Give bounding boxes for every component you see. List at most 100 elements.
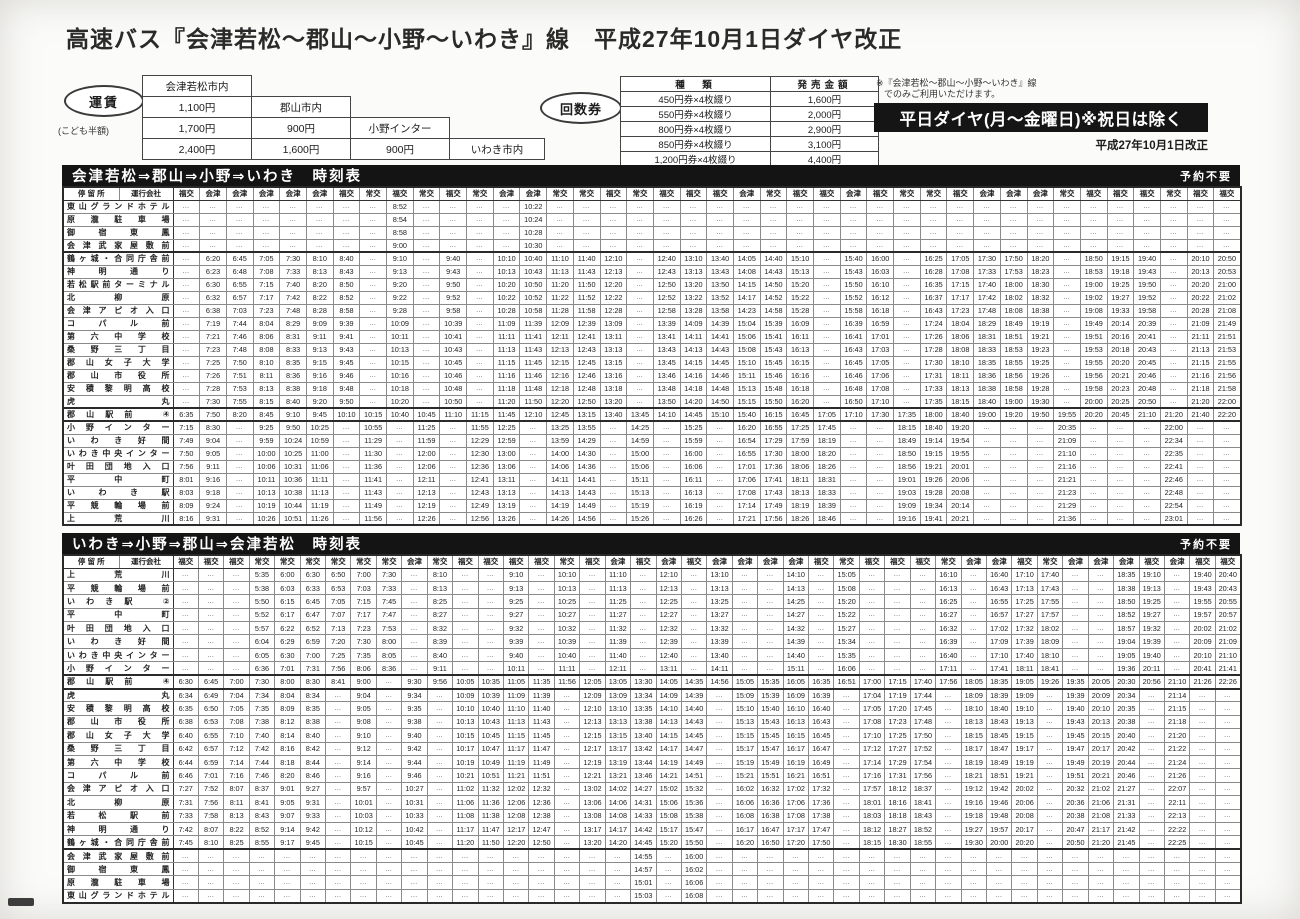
time-cell: 17:30 <box>973 251 1001 266</box>
time-cell: 9:33 <box>299 808 327 823</box>
time-cell: … <box>225 459 254 474</box>
time-cell: 12:06 <box>502 795 530 810</box>
operator-header: 会津 <box>225 186 254 201</box>
fare-price-cell: 1,100円 <box>142 96 252 118</box>
time-cell: … <box>1079 498 1108 513</box>
time-cell: 10:06 <box>252 459 281 474</box>
station-name: 虎丸 <box>62 688 174 703</box>
time-cell: 14:10 <box>652 407 681 422</box>
time-cell: 14:39 <box>680 688 708 703</box>
time-cell: 13:38 <box>630 714 657 730</box>
time-cell: 12:02 <box>502 781 530 797</box>
time-cell: … <box>375 714 403 730</box>
time-cell: 17:32 <box>808 781 835 797</box>
time-cell: 14:47 <box>680 741 708 756</box>
time-cell: 7:28 <box>199 381 227 396</box>
time-cell: … <box>706 795 733 810</box>
time-cell: 18:26 <box>813 459 841 474</box>
time-cell: 18:04 <box>946 316 975 331</box>
time-cell: … <box>332 238 361 253</box>
time-cell: 18:12 <box>858 821 886 837</box>
time-cell: 13:19 <box>604 754 632 770</box>
time-cell: … <box>412 355 441 370</box>
time-cell: 13:27 <box>706 607 733 623</box>
time-cell: 18:20 <box>1026 251 1055 266</box>
time-cell: 16:11 <box>786 329 814 344</box>
time-cell: 14:59 <box>626 433 654 448</box>
time-cell: 16:15 <box>786 355 814 370</box>
timetable-row: いわき好間P………6:046:296:597:207:308:00…8:39……… <box>62 634 1242 649</box>
station-name: いわき好間P <box>62 634 174 649</box>
time-cell: … <box>197 848 225 864</box>
time-cell: … <box>1214 714 1242 730</box>
time-cell: … <box>1133 212 1161 227</box>
time-cell: … <box>893 264 921 279</box>
time-cell: 11:45 <box>492 407 521 422</box>
time-cell: 8:38 <box>299 714 327 730</box>
time-cell: … <box>1189 875 1216 890</box>
time-cell: 12:22 <box>599 290 628 305</box>
time-cell: 9:07 <box>274 808 301 823</box>
time-cell: 14:45 <box>680 728 708 743</box>
time-cell: 8:04 <box>252 316 281 331</box>
station-name: コパル前 <box>62 768 174 783</box>
time-cell: … <box>477 634 504 649</box>
time-cell: 9:11 <box>426 661 454 676</box>
time-cell: … <box>655 862 682 877</box>
time-cell: 20:35 <box>1113 701 1140 716</box>
time-cell: … <box>375 754 403 770</box>
time-cell: … <box>706 485 734 500</box>
time-cell: 16:19 <box>782 754 810 770</box>
time-cell: 13:11 <box>492 472 521 487</box>
station-name: 原瀧駐車場 <box>62 875 174 890</box>
time-cell: … <box>1189 741 1216 756</box>
time-cell: … <box>884 661 911 676</box>
time-cell: … <box>359 199 387 214</box>
time-cell: … <box>1213 459 1241 474</box>
operator-header: 常交 <box>426 554 454 569</box>
time-cell: 10:11 <box>502 661 530 676</box>
time-cell: 13:08 <box>579 808 606 823</box>
time-cell: … <box>579 848 606 864</box>
time-cell: 13:15 <box>604 728 632 743</box>
time-cell: 16:11 <box>679 472 708 487</box>
time-cell: … <box>680 634 708 649</box>
time-cell: 11:36 <box>359 459 387 474</box>
time-cell: 8:11 <box>223 795 250 810</box>
time-cell: 12:09 <box>579 688 606 703</box>
time-cell: … <box>519 433 548 448</box>
time-cell: … <box>1079 212 1108 227</box>
time-cell: … <box>1163 621 1191 636</box>
time-cell: 14:56 <box>572 511 601 526</box>
time-cell: … <box>858 567 886 582</box>
time-cell: 20:41 <box>1189 661 1216 676</box>
time-cell: … <box>706 688 733 703</box>
time-cell: … <box>973 225 1001 240</box>
time-cell: … <box>1186 498 1215 513</box>
timetable-row: 会津武家屋敷前……………………………………………… 14:55… 16:00…………… <box>62 848 1242 864</box>
time-cell: … <box>909 661 937 676</box>
coupon-row: 850円券×4枚綴り 3,100円 <box>620 136 879 152</box>
time-cell: … <box>680 647 708 663</box>
time-cell: … <box>909 848 937 864</box>
operator-header: 常交 <box>299 554 327 569</box>
time-cell: 13:17 <box>579 821 606 837</box>
time-cell: 11:11 <box>553 661 581 676</box>
time-cell: 8:13 <box>252 381 281 396</box>
timetable-row: 会津アピオ入口 7:27 7:52 8:07 8:37 9:01 9:27… 9:57… 10:… <box>62 781 1242 797</box>
time-cell: 16:43 <box>985 580 1013 596</box>
time-cell: … <box>732 199 761 214</box>
time-cell: … <box>759 199 788 214</box>
time-cell: 11:43 <box>572 264 601 279</box>
time-cell: … <box>1053 251 1081 266</box>
time-cell: 12:15 <box>546 355 574 370</box>
time-cell: … <box>893 368 921 383</box>
time-cell: … <box>706 768 733 783</box>
time-cell: … <box>757 862 784 877</box>
time-cell: 16:10 <box>782 701 810 716</box>
time-cell: 8:10 <box>197 835 225 851</box>
time-cell: … <box>1106 485 1135 500</box>
time-cell: 12:50 <box>572 394 601 409</box>
time-cell: 17:16 <box>858 768 886 783</box>
time-cell: 19:21 <box>1026 329 1055 344</box>
